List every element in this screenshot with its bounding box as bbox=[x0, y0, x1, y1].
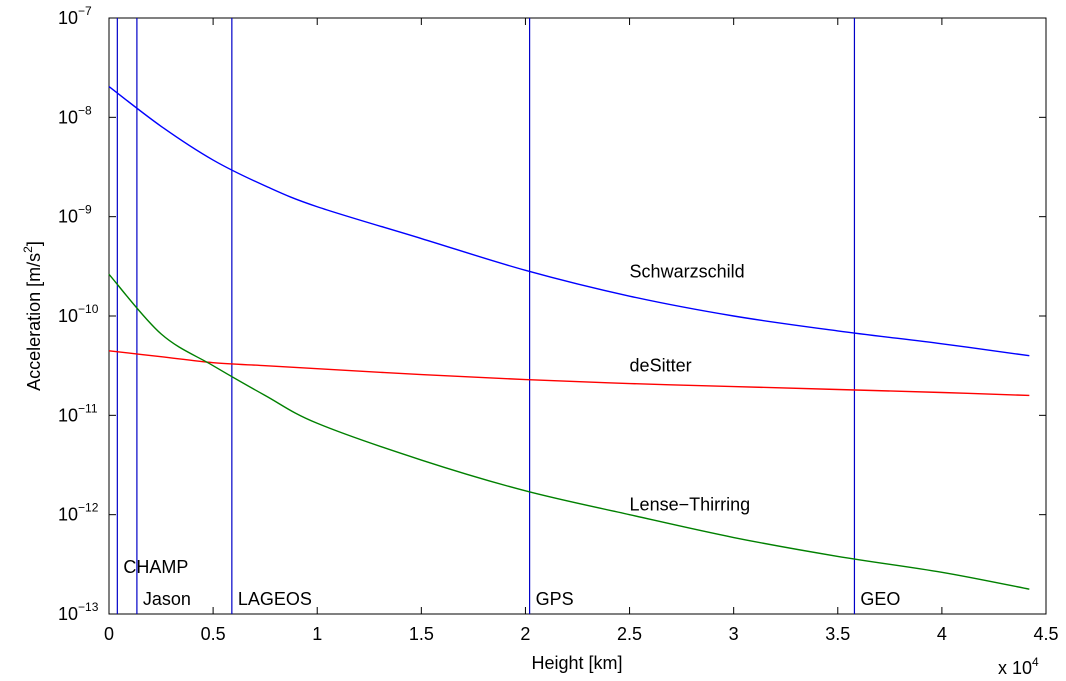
series-line-lense-thirring bbox=[108, 273, 1030, 590]
x-tick-label: 2.5 bbox=[617, 624, 642, 644]
y-tick-label: 10−10 bbox=[58, 302, 99, 326]
orbit-label-lageos: LAGEOS bbox=[238, 589, 312, 609]
y-tick-base: 10 bbox=[58, 306, 78, 326]
x-scale-label: x 104 bbox=[998, 655, 1039, 678]
x-tick-label: 4 bbox=[937, 624, 947, 644]
y-tick-exponent: −9 bbox=[78, 203, 92, 217]
y-tick-exponent: −7 bbox=[78, 4, 92, 18]
orbit-label-gps: GPS bbox=[536, 589, 574, 609]
series-label-lense-thirring: Lense−Thirring bbox=[630, 495, 751, 515]
x-scale-prefix: x 10 bbox=[998, 658, 1032, 678]
x-tick-label: 3.5 bbox=[825, 624, 850, 644]
x-tick-label: 4.5 bbox=[1033, 624, 1058, 644]
y-tick-label: 10−7 bbox=[58, 4, 92, 28]
x-tick-label: 1.5 bbox=[409, 624, 434, 644]
y-axis-label-sup: 2 bbox=[21, 246, 35, 253]
series-label-desitter: deSitter bbox=[630, 356, 692, 376]
x-tick-label: 1 bbox=[312, 624, 322, 644]
x-tick-label: 0 bbox=[104, 624, 114, 644]
x-tick-label: 3 bbox=[729, 624, 739, 644]
y-axis-label-main: Acceleration [m/s bbox=[24, 253, 44, 391]
y-tick-label: 10−12 bbox=[58, 501, 99, 525]
series-line-desitter bbox=[108, 350, 1030, 397]
orbit-markers bbox=[116, 18, 856, 614]
plot-area bbox=[108, 17, 1047, 615]
tick-layer: 0 0.5 1 1.5 2 2.5 3 3.5 4 4.510−1310−1210−1110−10… bbox=[58, 4, 1059, 644]
orbit-label-jason: Jason bbox=[143, 589, 191, 609]
orbit-label-champ: CHAMP bbox=[123, 557, 188, 577]
label-layer: CHAMP Jason LAGEOS GPS GEO Schwarzschild deSit… bbox=[123, 261, 900, 609]
x-axis-label: Height [km] bbox=[531, 653, 622, 673]
series-line-schwarzschild bbox=[108, 85, 1030, 357]
x-tick-label: 2 bbox=[520, 624, 530, 644]
y-tick-label: 10−8 bbox=[58, 103, 92, 127]
series-label-schwarzschild: Schwarzschild bbox=[630, 261, 745, 281]
y-tick-exponent: −11 bbox=[78, 401, 98, 415]
y-tick-base: 10 bbox=[58, 107, 78, 127]
y-tick-base: 10 bbox=[58, 405, 78, 425]
y-tick-base: 10 bbox=[58, 207, 78, 227]
plot-frame bbox=[108, 17, 1047, 615]
orbit-label-geo: GEO bbox=[860, 589, 900, 609]
x-scale-exponent: 4 bbox=[1032, 655, 1039, 669]
y-axis-label-tail: ] bbox=[24, 241, 44, 246]
y-tick-base: 10 bbox=[58, 604, 78, 624]
y-tick-exponent: −13 bbox=[78, 600, 99, 614]
y-tick-exponent: −12 bbox=[78, 501, 99, 515]
y-axis-label: Acceleration [m/s2] bbox=[21, 241, 44, 391]
y-tick-exponent: −8 bbox=[78, 103, 92, 117]
y-tick-base: 10 bbox=[58, 505, 78, 525]
y-tick-exponent: −10 bbox=[78, 302, 99, 316]
series-layer bbox=[108, 85, 1030, 590]
y-tick-base: 10 bbox=[58, 8, 78, 28]
y-tick-label: 10−11 bbox=[58, 401, 98, 425]
y-tick-label: 10−9 bbox=[58, 203, 92, 227]
x-tick-label: 0.5 bbox=[201, 624, 226, 644]
y-tick-label: 10−13 bbox=[58, 600, 99, 624]
